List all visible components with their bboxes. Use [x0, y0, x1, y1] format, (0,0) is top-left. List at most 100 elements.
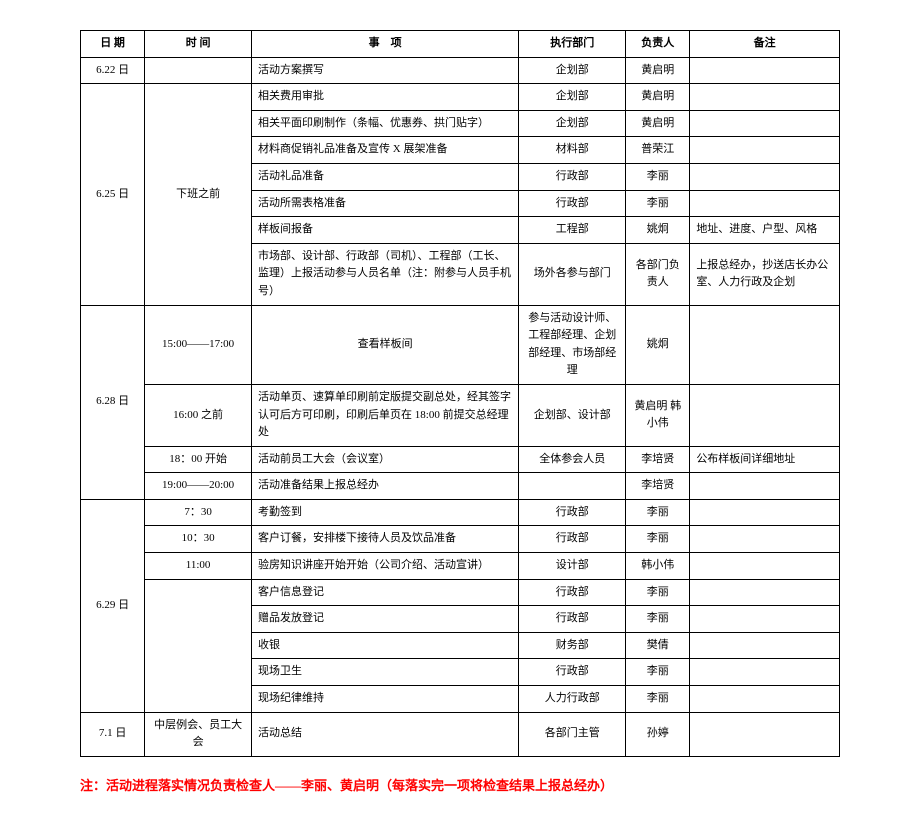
cell-dept: 行政部: [519, 499, 626, 526]
table-row: 6.28 日15:00——17:00查看样板间参与活动设计师、工程部经理、企划部…: [81, 305, 840, 384]
cell-note: 公布样板间详细地址: [690, 446, 840, 473]
cell-item: 市场部、设计部、行政部（司机）、工程部（工长、监理）上报活动参与人员名单（注：附…: [252, 243, 519, 305]
table-row: 客户信息登记行政部李丽: [81, 579, 840, 606]
cell-note: [690, 712, 840, 756]
cell-note: [690, 606, 840, 633]
cell-person: 李丽: [626, 579, 690, 606]
cell-item: 考勤签到: [252, 499, 519, 526]
cell-person: 黄启明: [626, 84, 690, 111]
table-row: 6.29 日7：30考勤签到行政部李丽: [81, 499, 840, 526]
cell-item: 赠品发放登记: [252, 606, 519, 633]
cell-note: [690, 137, 840, 164]
cell-item: 活动方案撰写: [252, 57, 519, 84]
footnote-text: 注：活动进程落实情况负责检查人——李丽、黄启明（每落实完一项将检查结果上报总经办…: [80, 775, 840, 794]
cell-item: 相关平面印刷制作（条幅、优惠券、拱门贴字）: [252, 110, 519, 137]
cell-item: 验房知识讲座开始开始（公司介绍、活动宣讲）: [252, 553, 519, 580]
cell-note: [690, 384, 840, 446]
cell-person: 黄启明: [626, 110, 690, 137]
cell-note: [690, 553, 840, 580]
cell-time: 18：00 开始: [145, 446, 252, 473]
cell-person: 各部门负责人: [626, 243, 690, 305]
cell-item: 活动单页、速算单印刷前定版提交副总处，经其签字认可后方可印刷，印刷后单页在 18…: [252, 384, 519, 446]
cell-date: 6.28 日: [81, 305, 145, 499]
header-item: 事 项: [252, 31, 519, 58]
cell-dept: 各部门主管: [519, 712, 626, 756]
cell-item: 活动前员工大会（会议室）: [252, 446, 519, 473]
cell-time: 15:00——17:00: [145, 305, 252, 384]
table-row: 10：30客户订餐，安排楼下接待人员及饮品准备行政部李丽: [81, 526, 840, 553]
cell-note: [690, 190, 840, 217]
cell-dept: 财务部: [519, 632, 626, 659]
table-row: 16:00 之前活动单页、速算单印刷前定版提交副总处，经其签字认可后方可印刷，印…: [81, 384, 840, 446]
cell-time: 10：30: [145, 526, 252, 553]
cell-dept: 行政部: [519, 659, 626, 686]
cell-time: 下班之前: [145, 84, 252, 305]
cell-dept: 材料部: [519, 137, 626, 164]
cell-dept: 场外各参与部门: [519, 243, 626, 305]
cell-item: 样板间报备: [252, 217, 519, 244]
cell-date: 6.29 日: [81, 499, 145, 712]
cell-dept: 人力行政部: [519, 686, 626, 713]
header-date: 日 期: [81, 31, 145, 58]
schedule-table: 日 期 时 间 事 项 执行部门 负责人 备注 6.22 日活动方案撰写企划部黄…: [80, 30, 840, 757]
cell-dept: 企划部: [519, 110, 626, 137]
cell-note: [690, 686, 840, 713]
header-note: 备注: [690, 31, 840, 58]
header-person: 负责人: [626, 31, 690, 58]
cell-dept: 行政部: [519, 606, 626, 633]
cell-item: 活动准备结果上报总经办: [252, 473, 519, 500]
cell-person: 韩小伟: [626, 553, 690, 580]
cell-item: 现场卫生: [252, 659, 519, 686]
cell-dept: 企划部: [519, 57, 626, 84]
cell-person: 黄启明: [626, 57, 690, 84]
cell-person: 姚炯: [626, 217, 690, 244]
cell-person: 樊倩: [626, 632, 690, 659]
cell-person: 李培贤: [626, 446, 690, 473]
cell-person: 李丽: [626, 606, 690, 633]
cell-item: 现场纪律维持: [252, 686, 519, 713]
cell-time: [145, 579, 252, 712]
cell-person: 黄启明 韩小伟: [626, 384, 690, 446]
table-row: 7.1 日中层例会、员工大会活动总结各部门主管孙婷: [81, 712, 840, 756]
table-row: 19:00——20:00活动准备结果上报总经办 李培贤: [81, 473, 840, 500]
header-dept: 执行部门: [519, 31, 626, 58]
cell-note: [690, 659, 840, 686]
cell-dept: 全体参会人员: [519, 446, 626, 473]
cell-dept: [519, 473, 626, 500]
cell-person: 李丽: [626, 163, 690, 190]
cell-note: [690, 110, 840, 137]
cell-item: 活动总结: [252, 712, 519, 756]
cell-dept: 设计部: [519, 553, 626, 580]
cell-person: 李培贤: [626, 473, 690, 500]
cell-item: 客户订餐，安排楼下接待人员及饮品准备: [252, 526, 519, 553]
cell-person: 李丽: [626, 190, 690, 217]
cell-dept: 参与活动设计师、工程部经理、企划部经理、市场部经理: [519, 305, 626, 384]
cell-dept: 行政部: [519, 190, 626, 217]
cell-item: 收银: [252, 632, 519, 659]
cell-dept: 工程部: [519, 217, 626, 244]
cell-dept: 企划部、设计部: [519, 384, 626, 446]
cell-person: 李丽: [626, 686, 690, 713]
cell-note: [690, 163, 840, 190]
cell-item: 查看样板间: [252, 305, 519, 384]
cell-person: 李丽: [626, 499, 690, 526]
cell-note: [690, 579, 840, 606]
cell-person: 李丽: [626, 526, 690, 553]
cell-note: [690, 499, 840, 526]
cell-date: 6.22 日: [81, 57, 145, 84]
cell-item: 相关费用审批: [252, 84, 519, 111]
cell-dept: 企划部: [519, 84, 626, 111]
cell-dept: 行政部: [519, 526, 626, 553]
table-row: 18：00 开始活动前员工大会（会议室）全体参会人员李培贤公布样板间详细地址: [81, 446, 840, 473]
cell-time: 16:00 之前: [145, 384, 252, 446]
cell-time: 11:00: [145, 553, 252, 580]
cell-item: 材料商促销礼品准备及宣传 X 展架准备: [252, 137, 519, 164]
cell-time: 19:00——20:00: [145, 473, 252, 500]
cell-person: 姚炯: [626, 305, 690, 384]
cell-note: [690, 84, 840, 111]
cell-person: 李丽: [626, 659, 690, 686]
header-time: 时 间: [145, 31, 252, 58]
cell-time: [145, 57, 252, 84]
table-row: 11:00验房知识讲座开始开始（公司介绍、活动宣讲）设计部韩小伟: [81, 553, 840, 580]
cell-date: 6.25 日: [81, 84, 145, 305]
